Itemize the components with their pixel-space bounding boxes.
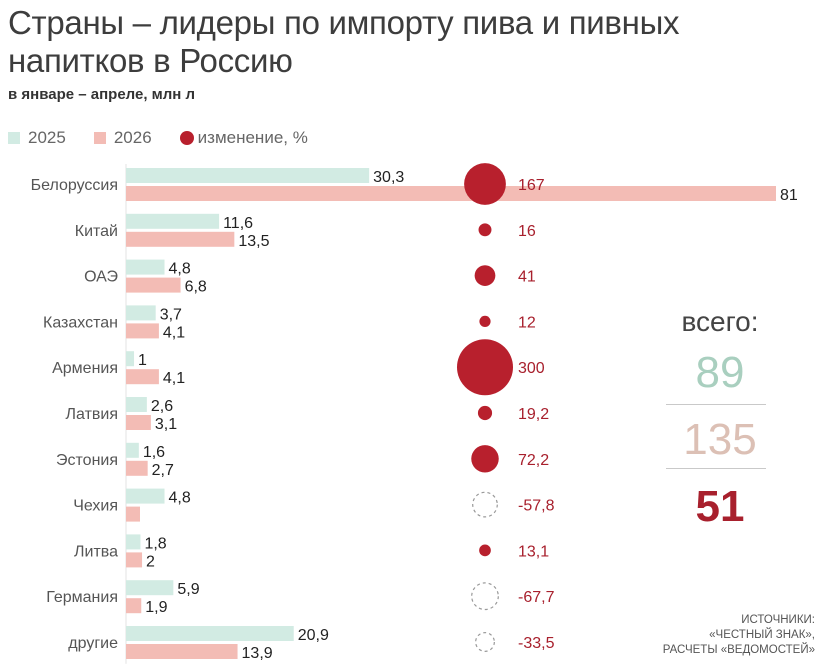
category-label: Латвия <box>66 406 118 423</box>
change-label: -67,7 <box>518 589 555 606</box>
bar-label-2025: 5,9 <box>177 581 199 598</box>
category-label: ОАЭ <box>84 269 118 286</box>
change-circle <box>464 163 506 205</box>
bar-2026 <box>126 323 159 339</box>
totals-divider-1 <box>666 404 766 405</box>
total-change: 51 <box>695 482 745 531</box>
bar-label-2026: 2 <box>146 553 155 570</box>
bar-2025 <box>126 305 156 321</box>
bar-2025 <box>126 626 294 641</box>
bar-2026 <box>126 460 148 476</box>
sources-line-2: «Честный знак», <box>709 629 815 641</box>
sources-line-3: расчеты «Ведомостей» <box>662 644 815 656</box>
legend-swatch-2025 <box>8 132 20 144</box>
change-circle-negative <box>472 491 498 518</box>
legend-label-change: изменение, % <box>197 128 308 147</box>
bar-label-2025: 1 <box>138 352 147 369</box>
bar-label-2025: 20,9 <box>298 627 329 644</box>
legend-label-2025: 2025 <box>28 128 66 147</box>
legend-item-2026: 2026 <box>93 128 152 148</box>
bar-2025 <box>126 213 220 229</box>
bar-2026 <box>126 506 140 522</box>
legend-item-change: изменение, % <box>179 128 308 148</box>
bar-label-2025: 1,6 <box>143 444 165 461</box>
change-circle <box>478 223 492 237</box>
change-circle <box>457 339 513 396</box>
bar-2026 <box>126 415 151 430</box>
bar-label-2025: 1,8 <box>144 535 166 552</box>
bar-label-2025: 11,6 <box>223 215 253 232</box>
legend-swatch-2026 <box>93 132 106 144</box>
change-label: 167 <box>518 177 545 194</box>
change-label: 16 <box>518 223 536 240</box>
change-label: 19,2 <box>518 406 549 423</box>
change-label: 13,1 <box>518 543 549 560</box>
bar-label-2026: 1,9 <box>145 599 167 616</box>
legend-item-2025: 2025 <box>8 128 66 148</box>
total-2025: 89 <box>695 348 745 397</box>
bar-2025 <box>126 397 147 412</box>
bar-label-2026: 2,7 <box>152 462 174 479</box>
category-label: Китай <box>75 223 118 240</box>
totals-label: всего: <box>681 306 759 337</box>
bar-label-2025: 3,7 <box>160 306 182 323</box>
category-label: Литва <box>74 543 118 560</box>
category-label: другие <box>68 635 118 652</box>
category-label: Армения <box>52 360 118 377</box>
bar-2025 <box>126 488 165 504</box>
change-circle <box>471 445 499 473</box>
bar-2025 <box>126 351 135 367</box>
bar-2026 <box>126 186 776 201</box>
change-circle <box>479 315 491 327</box>
change-label: 300 <box>518 360 545 377</box>
totals-divider-2 <box>666 468 766 469</box>
change-circle <box>474 265 496 286</box>
change-label: 12 <box>518 314 536 331</box>
change-circle <box>479 544 491 557</box>
category-label: Белоруссия <box>31 177 118 194</box>
bar-label-2025: 4,8 <box>169 490 191 507</box>
bar-2026 <box>126 231 235 247</box>
bar-label-2026: 6,8 <box>185 279 207 296</box>
change-circle-negative <box>471 582 499 611</box>
bar-label-2026: 3,1 <box>155 416 177 433</box>
total-2026: 135 <box>683 415 757 464</box>
bar-2026 <box>126 369 159 385</box>
bar-label-2025: 4,8 <box>169 261 191 278</box>
category-label: Чехия <box>73 498 118 515</box>
chart-subtitle: в январе – апреле, млн л <box>8 86 196 103</box>
bar-2025 <box>126 442 139 458</box>
legend: 2025 2026 изменение, % <box>8 128 336 148</box>
bar-2025 <box>126 259 165 275</box>
category-label: Эстония <box>56 452 118 469</box>
bar-2025 <box>126 580 174 596</box>
category-label: Казахстан <box>43 314 118 331</box>
bar-2025 <box>126 168 370 183</box>
bar-label-2025: 2,6 <box>151 398 173 415</box>
bar-2026 <box>126 552 143 568</box>
change-label: 72,2 <box>518 452 549 469</box>
sources-line-1: Источники: <box>741 614 815 626</box>
bar-2026 <box>126 277 181 293</box>
bar-label-2026: 81 <box>780 187 798 204</box>
legend-dot-change <box>179 131 194 145</box>
sources: Источники: «Честный знак», расчеты «Ведо… <box>555 613 815 658</box>
chart-title: Страны – лидеры по импорту пива и пивных… <box>8 4 680 79</box>
bar-label-2026: 4,1 <box>163 324 185 341</box>
bar-label-2026: 4,1 <box>163 370 185 387</box>
bar-label-2025: 30,3 <box>373 169 404 186</box>
bar-2026 <box>126 598 142 614</box>
category-label: Германия <box>46 589 118 606</box>
bar-label-2026: 13,5 <box>238 233 269 250</box>
bar-label-2026: 13,9 <box>242 645 273 662</box>
bar-2026 <box>126 644 238 659</box>
change-label: 41 <box>518 269 536 286</box>
change-label: -33,5 <box>518 635 555 652</box>
change-label: -57,8 <box>518 498 555 515</box>
change-circle-negative <box>475 632 495 652</box>
bar-2025 <box>126 534 141 550</box>
legend-label-2026: 2026 <box>113 128 152 147</box>
change-circle <box>477 405 493 421</box>
